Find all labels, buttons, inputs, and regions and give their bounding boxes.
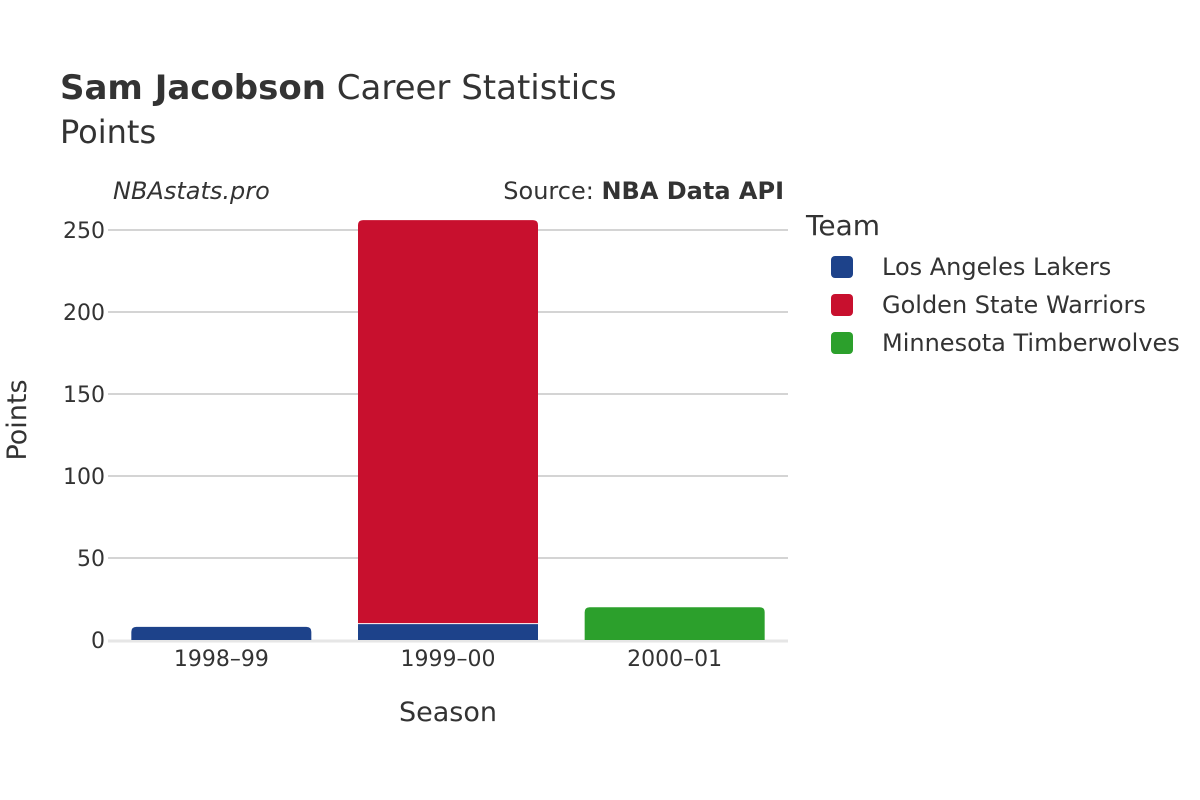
axes: 0 50 100 150 200 250 1998–99 1999–00 2000–01 Seas… [2,219,722,728]
y-tick-label: 150 [63,383,105,408]
chart-title: Sam Jacobson Career Statistics [60,66,617,110]
legend-label: Golden State Warriors [882,291,1146,319]
y-tick-label: 100 [63,465,105,490]
legend-label: Los Angeles Lakers [882,253,1112,281]
source-name: NBA Data API [601,177,784,205]
legend-item-timberwolves[interactable]: Minnesota Timberwolves [806,324,1180,362]
source-prefix: Source: [503,177,602,205]
legend-label: Minnesota Timberwolves [882,329,1180,357]
x-tick-label: 2000–01 [627,647,722,672]
bar-segment[interactable] [584,607,765,640]
legend-item-lakers[interactable]: Los Angeles Lakers [806,248,1180,286]
branding-text: NBAstats.pro [113,177,270,205]
y-tick-label: 200 [63,301,105,326]
bar-segment[interactable] [358,623,538,640]
bar-segment[interactable] [131,626,312,640]
y-tick-label: 0 [91,629,105,654]
legend: Team Los Angeles Lakers Golden State War… [806,208,1180,362]
chart-title-block: Sam Jacobson Career Statistics Points [60,66,617,154]
x-tick-label: 1999–00 [401,647,496,672]
legend-title: Team [806,209,881,242]
y-axis-title: Points [2,379,33,460]
legend-swatch-timberwolves [831,332,853,354]
x-axis-title: Season [399,697,497,728]
x-tick-label: 1998–99 [174,647,269,672]
source-credit: Source: NBA Data API [503,177,784,205]
legend-swatch-warriors [831,294,853,316]
title-rest: Career Statistics [336,68,617,108]
bar-segment[interactable] [358,220,538,624]
y-tick-label: 50 [77,547,105,572]
bars [131,220,765,640]
legend-item-warriors[interactable]: Golden State Warriors [806,286,1180,324]
y-tick-label: 250 [63,219,105,244]
player-name: Sam Jacobson [60,68,326,108]
chart-subtitle: Points [60,113,157,151]
legend-swatch-lakers [831,256,853,278]
